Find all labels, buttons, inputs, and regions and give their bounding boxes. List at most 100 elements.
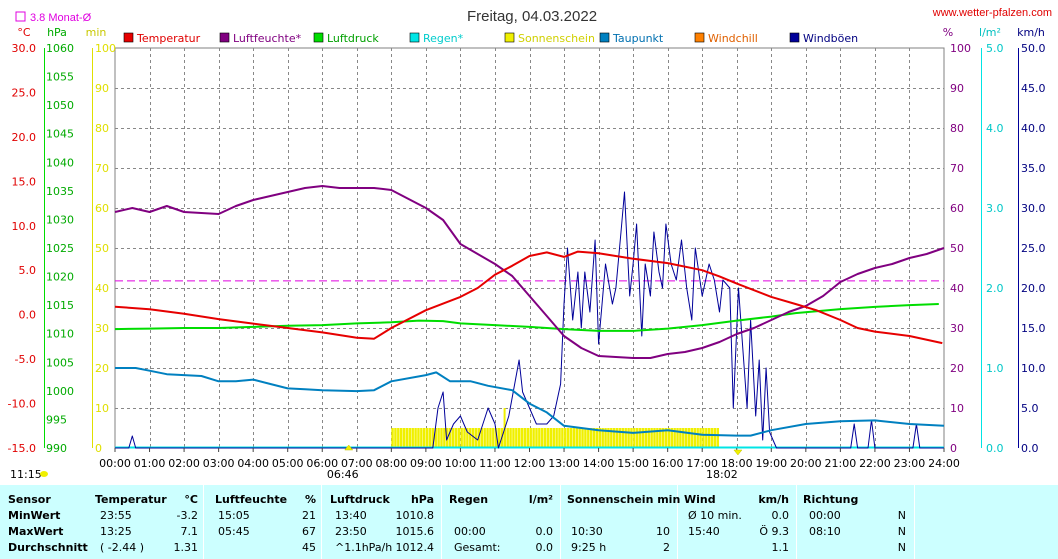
sunshine-bar [402, 428, 406, 448]
sunshine-bar [676, 428, 679, 448]
temp-tick-label: 0.0 [19, 309, 37, 322]
sunshine-bar [575, 428, 579, 448]
table-header-unit: hPa [410, 493, 434, 506]
table-column-separator [203, 485, 204, 559]
wind-tick-label: 20.0 [1021, 282, 1046, 295]
x-tick-label: 03:00 [203, 457, 235, 470]
sunshine-bar [460, 428, 463, 448]
sunshine-bar [523, 428, 527, 448]
monthly-avg-label: 3.8 Monat-Ø [30, 12, 92, 24]
table-cell-value: 1012.4 [395, 541, 435, 554]
sunshine-bar [621, 428, 625, 448]
sunshine-bar [707, 428, 711, 448]
x-tick-label: 00:00 [99, 457, 131, 470]
legend-label: Taupunkt [612, 32, 664, 45]
sunshine-bar [448, 428, 452, 448]
table-cell-time: 15:40 [688, 525, 720, 538]
humidity-tick-label: 60 [950, 202, 964, 215]
sunshine-bar [682, 428, 685, 448]
table-cell-value: N [897, 509, 906, 522]
sunshine-bar [489, 428, 492, 448]
table-cell-value: Ö 9.3 [759, 525, 789, 538]
sunshine-bar [607, 428, 610, 448]
temp-tick-label: -10.0 [8, 398, 36, 411]
sunshine-bar [564, 428, 567, 448]
sunshine-bar [417, 428, 420, 448]
pressure-tick-label: 1025 [46, 242, 74, 255]
statistics-table: Sensor Temperatur °C Luftfeuchte% Luftdruck h… [0, 485, 1058, 559]
sunshine-bar [595, 428, 599, 448]
rain-tick-label: 0.0 [986, 442, 1004, 455]
x-tick-label: 02:00 [168, 457, 200, 470]
pressure-tick-label: 990 [46, 442, 67, 455]
x-tick-label: 17:00 [686, 457, 718, 470]
sunshine-bar [420, 428, 423, 448]
pressure-line [114, 303, 939, 332]
sunshine-bar [486, 428, 489, 448]
x-tick-label: 01:00 [134, 457, 166, 470]
table-cell-time: 9:25 h [571, 541, 607, 554]
sunshine-bar [578, 428, 581, 448]
rain-tick-label: 2.0 [986, 282, 1004, 295]
site-link[interactable]: www.wetter-pfalzen.com [932, 7, 1052, 19]
sunshine-bar [569, 428, 573, 448]
table-cell-value: 1010.8 [395, 509, 435, 522]
sunshine-bar [659, 428, 662, 448]
sunshine-bar [422, 428, 426, 448]
sunshine-bar [477, 428, 481, 448]
legend-swatch [409, 32, 420, 43]
wind-unit-label: km/h [1017, 26, 1045, 39]
sunshine-bar [431, 428, 435, 448]
humidity-tick-label: 50 [950, 242, 964, 255]
legend-swatch [694, 32, 705, 43]
humidity-tick-label: 90 [950, 82, 964, 95]
humidity-tick-label: 70 [950, 162, 964, 175]
temp-tick-label: 10.0 [12, 220, 37, 233]
legend-label: Windböen [803, 32, 858, 45]
table-column-separator [796, 485, 797, 559]
rain-tick-label: 4.0 [986, 122, 1004, 135]
humidity-tick-label: 20 [950, 362, 964, 375]
monthly-avg-legend-box [15, 11, 26, 22]
table-header-unit: % [304, 493, 316, 506]
humidity-tick-label: 80 [950, 122, 964, 135]
table-cell-value: 1.1 [771, 541, 790, 554]
pressure-tick-label: 1020 [46, 271, 74, 284]
table-cell-value: 45 [302, 541, 316, 554]
x-tick-label: 24:00 [928, 457, 960, 470]
table-cell-time: 23:50 [335, 525, 367, 538]
table-cell-time: 00:00 [454, 525, 486, 538]
sunshine-bar [546, 428, 550, 448]
sunshine-bar [670, 428, 673, 448]
legend-swatch [599, 32, 610, 43]
wind-tick-label: 5.0 [1021, 402, 1039, 415]
wind-tick-label: 10.0 [1021, 362, 1046, 375]
x-tick-label: 10:00 [445, 457, 477, 470]
table-column-separator [914, 485, 915, 559]
sunshine-bar [592, 428, 596, 448]
table-header: Richtung [803, 493, 859, 506]
pressure-tick-label: 1045 [46, 128, 74, 141]
temp-tick-label: 25.0 [12, 86, 37, 99]
table-cell-value: N [897, 541, 906, 554]
sunshine-bar [627, 428, 630, 448]
sunshine-bar [664, 428, 668, 448]
wind-tick-label: 40.0 [1021, 122, 1046, 135]
table-header: Wind [684, 493, 716, 506]
sunshine-bar [650, 428, 653, 448]
sunshine-bar [713, 428, 717, 448]
sunshine-bar [434, 428, 437, 448]
x-tick-label: 06:00 [306, 457, 338, 470]
table-row-label: MaxWert [8, 525, 64, 538]
sunshine-bar [624, 428, 627, 448]
table-column-separator [321, 485, 322, 559]
sunshine-bar [661, 428, 665, 448]
pressure-tick-label: 1055 [46, 71, 74, 84]
table-cell-time: ( -2.44 ) [100, 541, 145, 554]
table-header: Sensor [8, 493, 51, 506]
x-tick-label: 16:00 [652, 457, 684, 470]
x-tick-label: 05:00 [272, 457, 304, 470]
sunshine-bar [647, 428, 650, 448]
sunshine-bar [641, 428, 645, 448]
wind-tick-label: 35.0 [1021, 162, 1046, 175]
